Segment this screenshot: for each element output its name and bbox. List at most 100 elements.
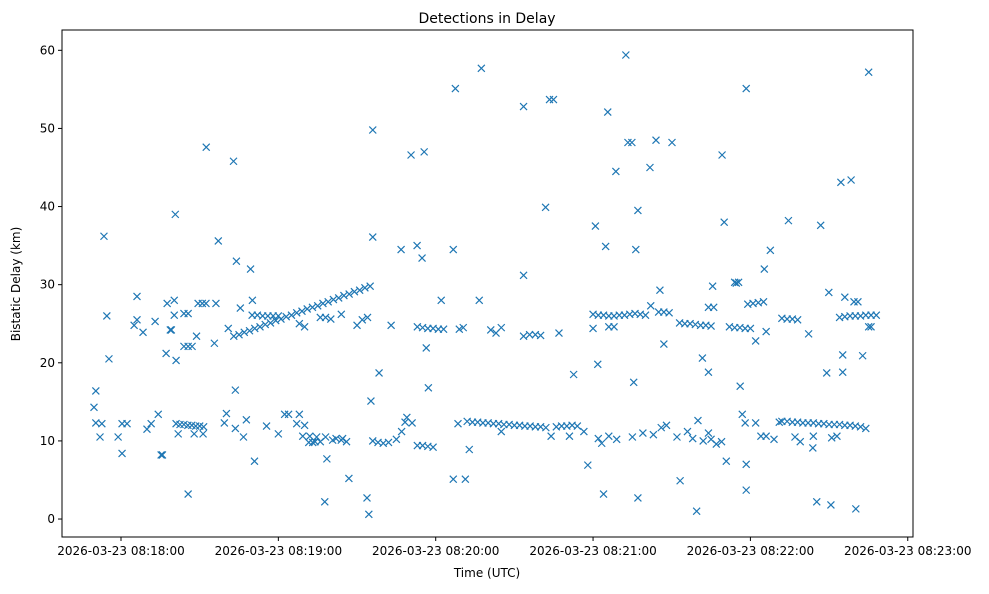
data-point	[147, 419, 156, 428]
data-point	[816, 221, 825, 230]
data-point	[292, 419, 301, 428]
data-point	[652, 136, 660, 145]
data-point	[202, 143, 211, 152]
data-point	[420, 147, 429, 156]
data-point	[497, 323, 506, 332]
data-point	[594, 434, 603, 443]
data-point	[231, 424, 240, 433]
data-point	[229, 332, 238, 341]
data-point	[762, 327, 771, 336]
data-point	[851, 504, 860, 513]
data-point	[593, 360, 602, 369]
data-point	[199, 429, 208, 438]
data-point	[170, 296, 179, 305]
data-point	[162, 349, 171, 358]
data-point	[858, 351, 867, 360]
data-point	[646, 301, 655, 310]
data-point	[736, 382, 745, 391]
data-point	[601, 242, 610, 251]
data-point	[368, 436, 377, 445]
data-point	[707, 322, 715, 331]
data-point	[629, 378, 638, 387]
data-point	[256, 322, 264, 331]
data-point	[224, 324, 233, 333]
data-point	[308, 303, 317, 312]
data-point	[641, 311, 650, 320]
data-point	[271, 316, 280, 325]
data-point	[734, 278, 743, 287]
data-point	[717, 437, 726, 446]
data-point	[154, 410, 163, 419]
data-point	[188, 342, 197, 351]
data-point	[631, 245, 640, 254]
data-point	[166, 326, 175, 334]
data-point	[392, 435, 401, 444]
data-point	[130, 321, 139, 330]
data-point	[262, 422, 271, 430]
data-point	[694, 416, 702, 425]
data-point	[867, 322, 875, 331]
data-point	[220, 419, 229, 427]
data-point	[300, 421, 309, 430]
data-point	[698, 354, 707, 363]
data-point	[683, 427, 692, 436]
data-point	[408, 419, 417, 427]
data-point	[319, 299, 327, 308]
data-point	[282, 312, 291, 321]
data-point	[854, 297, 862, 306]
data-point	[793, 315, 802, 324]
data-point	[397, 427, 406, 436]
data-point	[261, 320, 270, 329]
data-point	[292, 308, 301, 317]
data-point	[751, 419, 760, 427]
data-point	[344, 474, 353, 483]
data-point	[656, 286, 664, 295]
data-point	[174, 429, 183, 438]
data-point	[363, 494, 371, 502]
data-point	[222, 409, 231, 418]
data-point	[657, 423, 666, 432]
y-axis-ticks: 0 10 20 30 40 50 60	[40, 43, 62, 526]
data-point	[612, 435, 621, 444]
y-tick-label: 0	[47, 512, 55, 526]
data-point	[332, 434, 340, 443]
data-point	[662, 421, 671, 430]
data-point	[812, 497, 821, 506]
data-point	[827, 433, 836, 442]
data-point	[375, 369, 383, 377]
data-point	[184, 490, 193, 498]
data-point	[591, 222, 600, 231]
data-point	[569, 370, 578, 379]
data-point	[673, 433, 681, 441]
data-point	[97, 419, 106, 428]
data-point	[633, 494, 642, 502]
data-point	[326, 315, 335, 323]
data-point	[334, 294, 343, 302]
data-point	[621, 51, 630, 59]
data-point	[475, 296, 484, 305]
data-point	[628, 433, 637, 441]
chart-title: Detections in Delay	[418, 11, 555, 27]
data-point	[102, 311, 111, 320]
y-tick-label: 40	[40, 200, 55, 214]
data-point	[836, 178, 845, 187]
x-tick-label: 2026-03-23 08:20:00	[372, 544, 499, 558]
data-point	[320, 497, 329, 506]
data-point	[826, 501, 835, 509]
data-point	[360, 283, 369, 292]
data-point	[583, 461, 592, 470]
data-point	[704, 429, 713, 438]
data-point	[847, 176, 856, 184]
data-point	[449, 475, 458, 484]
data-point	[274, 311, 283, 320]
data-point	[266, 319, 275, 327]
data-point	[766, 246, 775, 255]
data-point	[599, 490, 608, 498]
data-point	[298, 432, 307, 441]
x-tick-label: 2026-03-23 08:21:00	[529, 544, 656, 558]
data-point	[760, 265, 769, 273]
data-point	[742, 486, 751, 495]
plot-area	[61, 29, 914, 538]
data-point	[688, 434, 697, 443]
